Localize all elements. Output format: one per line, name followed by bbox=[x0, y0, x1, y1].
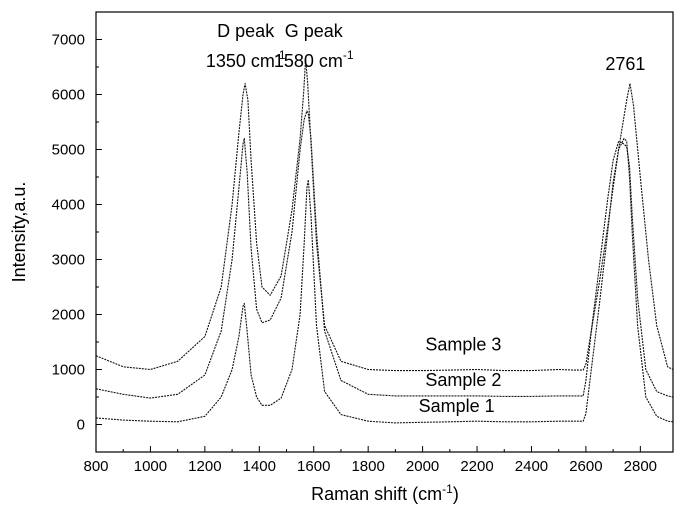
x-tick-label: 1200 bbox=[188, 458, 221, 475]
x-axis-ticks: 800 1000 1200 1400 1600 1800 2000 2200 2400 2600 2… bbox=[83, 446, 657, 475]
x-tick-label: 1000 bbox=[134, 458, 167, 475]
series-label-sample-1: Sample 1 bbox=[419, 396, 495, 416]
series-line-sample-3 bbox=[95, 58, 674, 372]
x-tick-label: 2400 bbox=[515, 458, 548, 475]
x-tick-label: 1600 bbox=[297, 458, 330, 475]
annotation-d-peak-name: D peak bbox=[217, 21, 275, 41]
annotation-d-peak-pos: 1350 cm-1 bbox=[206, 48, 286, 71]
annotation-layer: D peak 1350 cm-1 G peak 1580 cm-1 2761 bbox=[206, 21, 646, 74]
x-tick-label: 1400 bbox=[243, 458, 276, 475]
y-tick-label: 2000 bbox=[52, 307, 85, 324]
y-tick-label: 0 bbox=[77, 417, 85, 434]
y-axis-ticks: 0 1000 2000 3000 4000 5000 6000 7000 bbox=[52, 11, 102, 453]
annotation-g-peak-name: G peak bbox=[285, 21, 344, 41]
series-labels: Sample 1 Sample 2 Sample 3 bbox=[419, 334, 502, 416]
y-tick-label: 6000 bbox=[52, 87, 85, 104]
y-axis-title: Intensity,a.u. bbox=[9, 182, 29, 283]
x-tick-label: 2000 bbox=[406, 458, 439, 475]
y-tick-label: 4000 bbox=[52, 197, 85, 214]
series-line-sample-1 bbox=[95, 137, 674, 424]
x-tick-label: 800 bbox=[83, 458, 108, 475]
x-tick-label: 2200 bbox=[460, 458, 493, 475]
y-tick-label: 1000 bbox=[52, 362, 85, 379]
series-label-sample-2: Sample 2 bbox=[425, 370, 501, 390]
y-tick-label: 7000 bbox=[52, 32, 85, 49]
y-tick-label: 3000 bbox=[52, 252, 85, 269]
series-layer bbox=[95, 58, 674, 424]
x-axis-title: Raman shift (cm-1) bbox=[311, 482, 459, 504]
x-tick-label: 2600 bbox=[569, 458, 602, 475]
y-tick-label: 5000 bbox=[52, 142, 85, 159]
annotation-g-peak-pos: 1580 cm-1 bbox=[274, 48, 354, 71]
x-tick-label: 2800 bbox=[624, 458, 657, 475]
x-tick-label: 1800 bbox=[351, 458, 384, 475]
series-line-sample-2 bbox=[95, 110, 674, 399]
series-label-sample-3: Sample 3 bbox=[425, 334, 501, 354]
annotation-2d-peak-pos: 2761 bbox=[605, 54, 645, 74]
